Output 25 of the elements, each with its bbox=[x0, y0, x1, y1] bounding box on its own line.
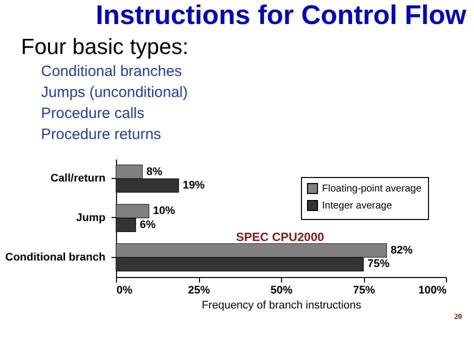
legend-label: Integer average bbox=[322, 200, 392, 212]
x-tick-label: 75% bbox=[352, 284, 376, 296]
x-tick-label: 50% bbox=[270, 284, 293, 296]
y-tick-label: Jump bbox=[76, 212, 106, 224]
text: Conditional branches bbox=[41, 63, 182, 80]
text: Procedure calls bbox=[41, 105, 144, 122]
x-tick-label: 0% bbox=[116, 284, 133, 296]
data-label: 19% bbox=[182, 180, 205, 192]
y-tick-label: Conditional branch bbox=[5, 251, 106, 264]
data-label: 82% bbox=[390, 244, 413, 256]
data-label: 10% bbox=[153, 205, 176, 218]
x-tick-label: 100% bbox=[418, 284, 447, 296]
text: Procedure returns bbox=[41, 126, 162, 143]
data-label: 8% bbox=[146, 166, 163, 178]
x-tick-label: 25% bbox=[188, 284, 210, 296]
data-label: 75% bbox=[368, 258, 390, 270]
x-axis-title: Frequency of branch instructions bbox=[202, 300, 362, 312]
legend-label: Floating-point average bbox=[322, 184, 422, 194]
chart-title: Instructions for Control Flow bbox=[96, 0, 468, 30]
data-label: 6% bbox=[140, 218, 156, 231]
annotation: SPEC CPU2000 bbox=[236, 230, 324, 244]
y-tick-label: Call/return bbox=[50, 172, 106, 185]
text: Jumps (unconditional) bbox=[41, 84, 188, 101]
text: Four basic types: bbox=[21, 34, 189, 59]
text: 20 bbox=[454, 312, 462, 321]
